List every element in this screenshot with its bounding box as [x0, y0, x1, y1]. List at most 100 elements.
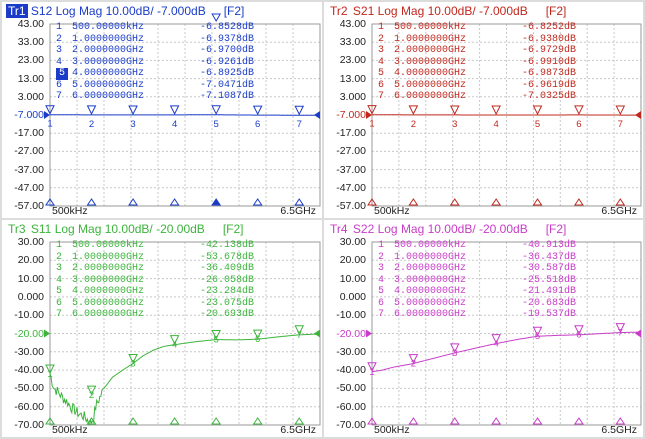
trace-title[interactable]: Tr1 S12 Log Mag 10.00dB/ -7.000dB [F2]	[6, 4, 244, 18]
trace-panel-tr2[interactable]: Tr2 S21 Log Mag 10.00dB/ -7.000dB [F2] 1 2 3…	[324, 2, 643, 218]
stimulus-marker[interactable]	[532, 198, 543, 206]
marker-row[interactable]: 2 1.0000000GHz -36.437dB	[378, 252, 576, 264]
marker-1[interactable]	[367, 362, 377, 372]
marker-row[interactable]: 3 2.0000000GHz -6.9700dB	[56, 45, 254, 57]
marker-7[interactable]	[615, 323, 626, 333]
stimulus-marker[interactable]	[45, 417, 55, 425]
marker-row[interactable]: 5 4.0000000GHz -21.491dB	[378, 286, 576, 298]
stimulus-marker[interactable]	[169, 198, 180, 206]
trace-title[interactable]: Tr4 S22 Log Mag 10.00dB/ -20.00dB [F2]	[328, 222, 566, 236]
marker-7[interactable]	[615, 105, 626, 116]
stimulus-marker[interactable]	[367, 417, 377, 425]
marker-3[interactable]	[128, 105, 138, 116]
stimulus-marker[interactable]	[294, 198, 305, 206]
marker-2[interactable]	[86, 105, 97, 116]
stimulus-marker[interactable]	[211, 417, 222, 425]
marker-3[interactable]	[449, 105, 460, 116]
marker-row[interactable]: 4 3.0000000GHz -25.518dB	[378, 275, 576, 287]
stimulus-marker[interactable]	[86, 417, 97, 425]
marker-1[interactable]	[367, 105, 377, 115]
ref-level-right-arrow[interactable]	[635, 329, 641, 338]
stimulus-marker[interactable]	[573, 417, 584, 425]
marker-row[interactable]: 6 5.0000000GHz -6.9619dB	[378, 80, 576, 92]
marker-row[interactable]: 2 1.0000000GHz -53.678dB	[56, 252, 254, 264]
marker-4[interactable]	[491, 105, 501, 116]
marker-row[interactable]: 1 500.00000kHz -42.138dB	[56, 240, 254, 252]
stimulus-marker[interactable]	[408, 198, 419, 206]
trace-id[interactable]: Tr2	[330, 4, 348, 18]
stimulus-marker[interactable]	[532, 417, 543, 425]
marker-4[interactable]	[491, 334, 501, 344]
trace-id[interactable]: Tr4	[330, 222, 348, 236]
marker-row[interactable]: 4 3.0000000GHz -6.9261dB	[56, 57, 254, 69]
trace-panel-tr1[interactable]: Tr1 S12 Log Mag 10.00dB/ -7.000dB [F2] 1 2 3…	[2, 2, 322, 218]
stimulus-marker[interactable]	[491, 417, 502, 425]
marker-row[interactable]: 7 6.0000000GHz -19.537dB	[378, 309, 576, 321]
marker-row[interactable]: 7 6.0000000GHz -7.1087dB	[56, 91, 254, 103]
stimulus-marker[interactable]	[211, 198, 222, 206]
trace-panel-tr4[interactable]: Tr4 S22 Log Mag 10.00dB/ -20.00dB [F2] 1 2 3…	[324, 220, 643, 437]
ref-level-left-arrow[interactable]	[366, 329, 372, 338]
trace-panel-tr3[interactable]: Tr3 S11 Log Mag 10.00dB/ -20.00dB [F2] 1 2 3…	[2, 220, 322, 437]
marker-2[interactable]	[86, 385, 97, 396]
marker-4[interactable]	[169, 335, 180, 345]
stimulus-marker[interactable]	[408, 417, 419, 425]
stimulus-marker[interactable]	[45, 198, 55, 206]
stimulus-marker[interactable]	[294, 417, 305, 425]
marker-2[interactable]	[408, 354, 419, 364]
marker-row[interactable]: 3 2.0000000GHz -30.587dB	[378, 263, 576, 275]
stimulus-marker[interactable]	[128, 198, 138, 206]
trace-id[interactable]: Tr3	[8, 222, 26, 236]
trace-id[interactable]: Tr1	[6, 4, 28, 18]
marker-row[interactable]: 7 6.0000000GHz -7.0325dB	[378, 91, 576, 103]
marker-6[interactable]	[252, 105, 263, 116]
ref-level-left-arrow[interactable]	[44, 329, 50, 338]
marker-4[interactable]	[169, 105, 180, 115]
stimulus-marker[interactable]	[86, 198, 97, 206]
marker-6[interactable]	[574, 325, 584, 335]
marker-1[interactable]	[45, 364, 55, 375]
stimulus-marker[interactable]	[573, 198, 584, 206]
ref-level-right-arrow[interactable]	[314, 329, 320, 338]
marker-3[interactable]	[449, 343, 460, 353]
stimulus-marker[interactable]	[128, 417, 138, 425]
ref-level-left-arrow[interactable]	[44, 111, 50, 119]
marker-row[interactable]: 5 4.0000000GHz -6.8925dB	[56, 68, 254, 80]
marker-row[interactable]: 4 3.0000000GHz -26.058dB	[56, 275, 254, 287]
marker-row[interactable]: 1 500.00000kHz -40.913dB	[378, 240, 576, 252]
ref-level-left-arrow[interactable]	[366, 111, 372, 119]
trace-title[interactable]: Tr3 S11 Log Mag 10.00dB/ -20.00dB [F2]	[6, 222, 243, 236]
marker-row[interactable]: 1 500.00000kHz -6.8252dB	[378, 22, 576, 34]
stimulus-marker[interactable]	[252, 198, 263, 206]
stimulus-marker[interactable]	[367, 198, 377, 206]
marker-5[interactable]	[532, 326, 543, 337]
marker-7[interactable]	[294, 325, 305, 335]
marker-row[interactable]: 5 4.0000000GHz -6.9873dB	[378, 68, 576, 80]
stimulus-marker[interactable]	[615, 198, 626, 206]
marker-7[interactable]	[294, 105, 305, 116]
marker-row[interactable]: 2 1.0000000GHz -6.9378dB	[56, 34, 254, 46]
stimulus-marker[interactable]	[169, 417, 180, 425]
marker-2[interactable]	[408, 105, 419, 116]
marker-5[interactable]	[211, 330, 221, 340]
marker-5[interactable]	[211, 105, 221, 115]
marker-row[interactable]: 3 2.0000000GHz -6.9729dB	[378, 45, 576, 57]
marker-5[interactable]	[532, 105, 543, 116]
marker-row[interactable]: 6 5.0000000GHz -7.0471dB	[56, 80, 254, 92]
stimulus-marker[interactable]	[615, 417, 626, 425]
marker-row[interactable]: 7 6.0000000GHz -20.693dB	[56, 309, 254, 321]
marker-3[interactable]	[128, 354, 138, 364]
marker-row[interactable]: 1 500.00000kHz -6.8528dB	[56, 22, 254, 34]
marker-6[interactable]	[574, 105, 584, 116]
trace-title[interactable]: Tr2 S21 Log Mag 10.00dB/ -7.000dB [F2]	[328, 4, 566, 18]
marker-1[interactable]	[45, 105, 55, 115]
marker-row[interactable]: 6 5.0000000GHz -23.075dB	[56, 298, 254, 310]
stimulus-marker[interactable]	[449, 198, 460, 206]
marker-row[interactable]: 2 1.0000000GHz -6.9380dB	[378, 34, 576, 46]
stimulus-marker[interactable]	[252, 417, 263, 425]
marker-row[interactable]: 5 4.0000000GHz -23.284dB	[56, 286, 254, 298]
